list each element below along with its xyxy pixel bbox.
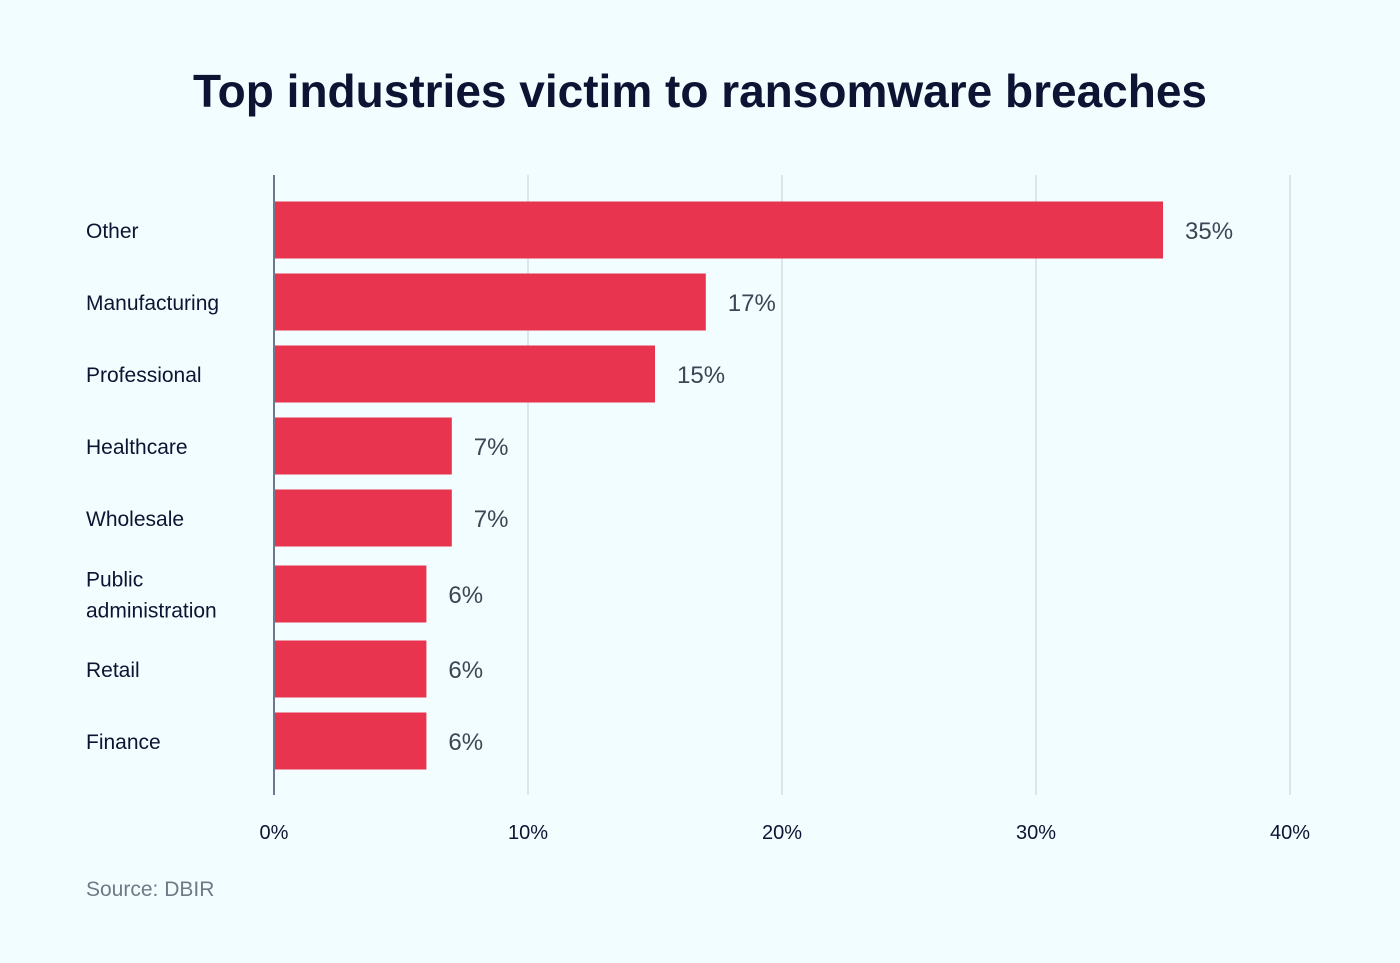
x-tick-label: 20% [762,822,802,844]
bar-finance [274,712,427,770]
bar-wholesale [274,489,452,547]
bar-professional [274,345,655,403]
category-label: Finance [86,731,161,754]
data-label: 7% [474,506,509,533]
bar-public-administration [274,565,427,623]
bar-other [274,201,1163,259]
category-label: Public [86,569,143,592]
category-label: Professional [86,364,202,387]
data-label: 6% [448,657,483,684]
chart-title: Top industries victim to ransomware brea… [193,65,1207,117]
data-label: 17% [728,290,776,317]
category-label: Other [86,220,139,243]
x-tick-label: 30% [1016,822,1056,844]
bar-manufacturing [274,273,706,331]
source-note: Source: DBIR [86,878,215,901]
data-label: 6% [448,729,483,756]
category-label: Retail [86,659,140,682]
category-label: Manufacturing [86,292,219,315]
bar-retail [274,640,427,698]
data-label: 7% [474,434,509,461]
x-tick-label: 10% [508,822,548,844]
x-tick-label: 0% [260,822,289,844]
category-label: administration [86,600,217,623]
x-tick-label: 40% [1270,822,1310,844]
data-label: 35% [1185,218,1233,245]
data-label: 15% [677,362,725,389]
bar-healthcare [274,417,452,475]
category-label: Wholesale [86,508,184,531]
category-label: Healthcare [86,436,188,459]
data-label: 6% [448,582,483,609]
